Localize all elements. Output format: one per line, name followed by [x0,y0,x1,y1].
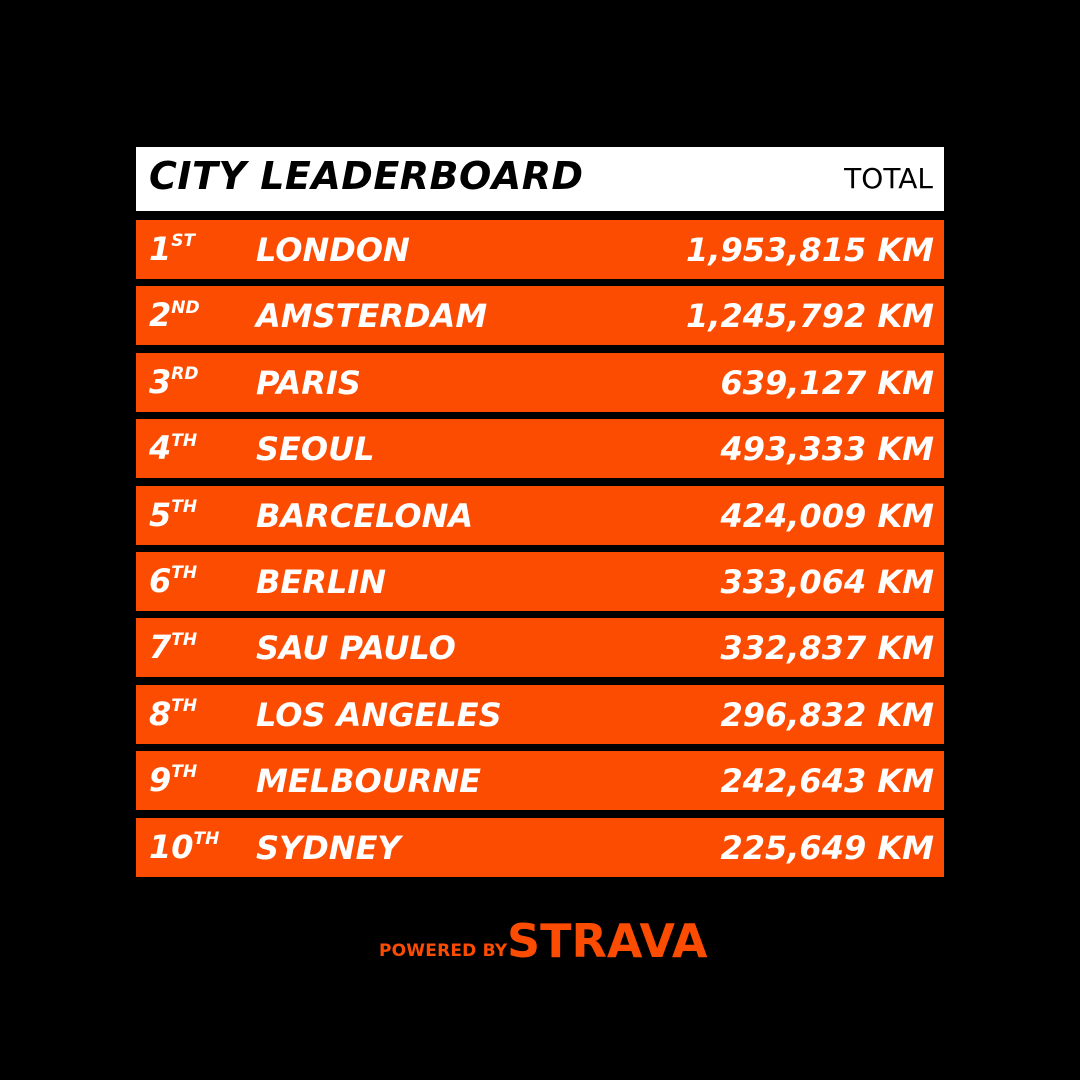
rank-number: 2 [149,296,172,335]
leaderboard-row: 4TH SEOUL 493,333 KM [136,419,944,479]
leaderboard-row: 6TH BERLIN 333,064 KM [136,551,944,611]
distance-total: 639,127 KM [720,363,934,402]
rank: 6TH [149,562,197,600]
rank-suffix: RD [171,364,199,385]
distance-total: 242,643 KM [720,762,934,801]
city-name: BARCELONA [256,496,474,535]
leaderboard-row: 1ST LONDON 1,953,815 KM [136,220,944,279]
rank: 8TH [149,695,197,733]
rank: 4TH [149,429,197,467]
rank-number: 10 [149,827,194,866]
rank-number: 8 [149,694,172,733]
rank-number: 7 [149,628,172,667]
rank: 1ST [149,230,195,268]
distance-total: 1,245,792 KM [686,297,934,336]
leaderboard-row: 2ND AMSTERDAM 1,245,792 KM [136,286,944,346]
city-name: AMSTERDAM [256,297,488,336]
rank: 3RD [149,363,198,401]
rank: 10TH [149,828,219,866]
city-name: MELBOURNE [256,762,481,801]
leaderboard-row: 3RD PARIS 639,127 KM [136,352,944,412]
powered-by-label: POWERED BY [379,941,508,961]
rank: 9TH [149,761,197,799]
city-name: PARIS [256,363,361,402]
rank-suffix: ST [171,231,196,252]
distance-total: 493,333 KM [720,430,934,469]
leaderboard-row: 9TH MELBOURNE 242,643 KM [136,751,944,811]
distance-total: 225,649 KM [720,828,934,867]
rank: 5TH [149,496,197,534]
rank: 7TH [149,628,197,666]
leaderboard-row: 5TH BARCELONA 424,009 KM [136,485,944,545]
leaderboard-row: 8TH LOS ANGELES 296,832 KM [136,684,944,744]
leaderboard: CITY LEADERBOARD TOTAL 1ST LONDON 1,953,… [136,147,944,884]
distance-total: 1,953,815 KM [686,231,934,269]
rank-suffix: TH [171,696,198,717]
rank-suffix: TH [171,629,198,650]
distance-total: 296,832 KM [720,695,934,734]
city-name: SAU PAULO [256,629,456,668]
rank-number: 1 [149,230,172,268]
rank-suffix: TH [171,762,198,783]
rank-number: 5 [149,495,172,534]
rank-suffix: TH [193,828,220,849]
rank-suffix: TH [171,563,198,584]
leaderboard-row: 10TH SYDNEY 225,649 KM [136,817,944,877]
rank-suffix: ND [171,297,200,318]
rank: 2ND [149,296,200,334]
distance-total: 332,837 KM [720,629,934,668]
rank-number: 4 [149,429,172,468]
city-name: LOS ANGELES [256,695,502,734]
distance-total: 424,009 KM [720,496,934,535]
total-column-label: TOTAL [844,162,933,195]
rank-number: 9 [149,761,172,800]
leaderboard-row: 7TH SAU PAULO 332,837 KM [136,618,944,678]
city-name: SYDNEY [256,828,401,867]
city-name: LONDON [256,231,410,269]
rank-suffix: TH [171,496,198,517]
leaderboard-title: CITY LEADERBOARD [149,154,584,198]
leaderboard-header: CITY LEADERBOARD TOTAL [136,147,944,211]
strava-logo: STRAVA [507,914,708,968]
rank-number: 6 [149,561,172,600]
city-name: SEOUL [256,430,375,469]
city-name: BERLIN [256,562,386,601]
rank-number: 3 [149,362,172,401]
distance-total: 333,064 KM [720,562,934,601]
rank-suffix: TH [171,430,198,451]
